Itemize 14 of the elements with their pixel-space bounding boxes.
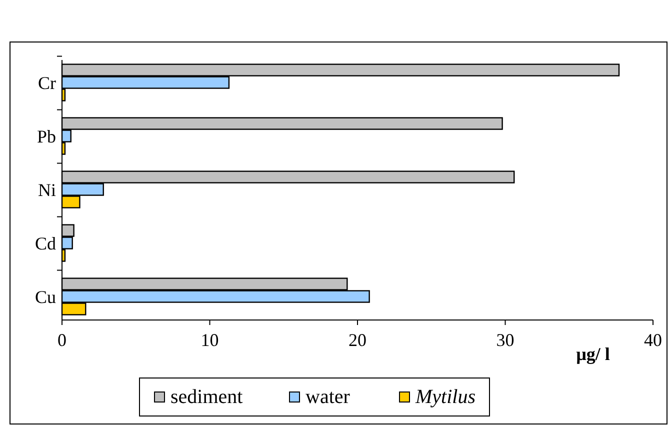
- x-tick-label: 40: [644, 330, 662, 350]
- x-tick-label: 30: [496, 330, 514, 350]
- y-tick-label: Cu: [34, 286, 56, 307]
- legend-label: sediment: [170, 386, 244, 408]
- y-tick-label: Cr: [38, 73, 56, 94]
- legend-label: water: [306, 386, 350, 408]
- legend-label: Mytilus: [414, 386, 476, 408]
- x-tick-label: 0: [58, 330, 66, 350]
- y-tick-label: Cd: [34, 234, 56, 254]
- x-tick-label: 20: [348, 330, 366, 350]
- x-axis-title: µg/ l: [576, 344, 610, 364]
- y-tick-label: Pb: [36, 126, 56, 146]
- y-tick-label: Ni: [38, 180, 56, 200]
- x-tick-label: 10: [200, 330, 219, 350]
